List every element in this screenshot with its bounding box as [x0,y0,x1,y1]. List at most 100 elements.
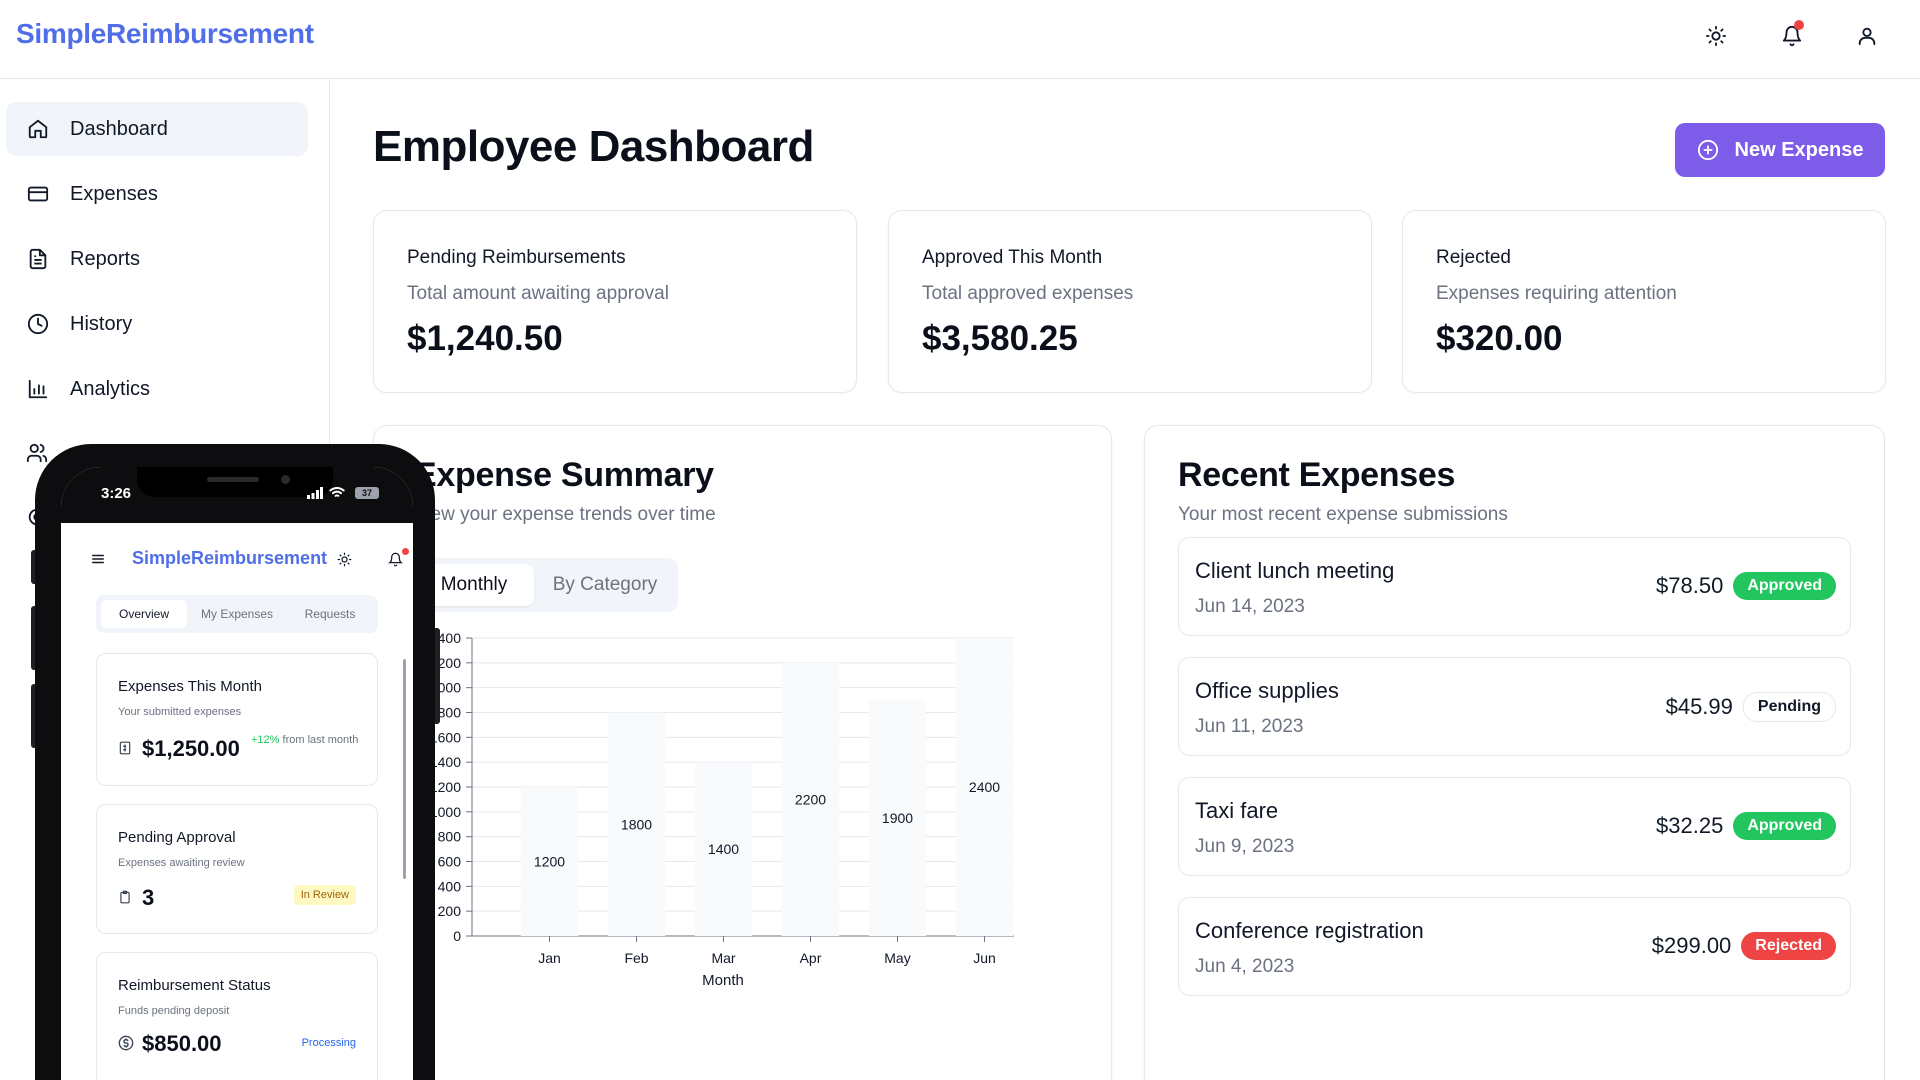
mobile-header: SimpleReimbursement [61,523,413,595]
sidebar-item-analytics[interactable]: Analytics [6,362,308,416]
expense-item[interactable]: Client lunch meeting Jun 14, 2023 $78.50… [1178,537,1851,636]
expense-date: Jun 11, 2023 [1195,716,1304,737]
expense-item[interactable]: Office supplies Jun 11, 2023 $45.99 Pend… [1178,657,1851,756]
stat-subtitle: Total amount awaiting approval [407,283,669,304]
clock-icon [26,312,50,336]
panel-subtitle: View your expense trends over time [414,504,716,525]
sidebar-item-label: Dashboard [70,117,168,140]
y-tick-label: 1400 [430,754,461,770]
chart-bar [694,762,753,936]
stat-subtitle: Total approved expenses [922,283,1134,304]
file-text-icon [26,247,50,271]
panel-title: Expense Summary [414,456,714,494]
x-axis-label: Month [702,972,744,989]
mobile-card-pending-approval: Pending Approval Expenses awaiting revie… [96,804,378,934]
mobile-card-reimbursement-status: Reimbursement Status Funds pending depos… [96,952,378,1080]
bell-icon[interactable] [1778,20,1806,50]
y-tick-label: 1200 [430,779,461,795]
receipt-icon [119,741,131,755]
stat-card-pending: Pending Reimbursements Total amount awai… [373,210,857,393]
data-label: 1800 [621,816,652,832]
expense-name: Client lunch meeting [1195,558,1395,583]
expense-name: Taxi fare [1195,798,1279,823]
expense-item[interactable]: Conference registration Jun 4, 2023 $299… [1178,897,1851,996]
summary-tabs: Monthly By Category [408,558,678,612]
wifi-icon [329,486,345,497]
notification-dot [402,548,409,555]
y-tick-label: 1600 [430,729,461,745]
status-badge: Approved [1733,572,1836,600]
expense-name: Office supplies [1195,678,1339,703]
x-tick-label: May [884,950,910,966]
mobile-scrollbar[interactable] [403,659,406,879]
status-badge: Pending [1742,692,1836,722]
expense-bar-chart: 0200400600800100012001400160018002000220… [430,630,1014,989]
phone-status-bar: 3:26 37 [61,467,413,523]
y-tick-label: 0 [453,928,461,944]
chart-bar [868,700,927,936]
status-badge: In Review [293,885,356,905]
tab-my-expenses[interactable]: My Expenses [200,607,274,621]
expense-name: Conference registration [1195,918,1424,943]
sidebar-item-reports[interactable]: Reports [6,232,308,286]
credit-card-icon [26,182,50,206]
notification-dot [1794,20,1804,30]
tab-overview[interactable]: Overview [101,600,187,628]
mobile-card-expenses-month: Expenses This Month Your submitted expen… [96,653,378,786]
status-time: 3:26 [101,485,132,502]
mobile-brand[interactable]: SimpleReimbursement [132,548,328,568]
users-icon[interactable] [26,442,48,469]
phone-screen: 3:26 37 SimpleReimbursement Overview My … [61,467,413,1080]
stat-card-rejected: Rejected Expenses requiring attention $3… [1402,210,1886,393]
menu-icon[interactable] [91,552,105,566]
card-subtitle: Funds pending deposit [118,1005,230,1017]
stat-value: $320.00 [1436,319,1563,358]
tab-requests[interactable]: Requests [304,607,356,621]
card-title: Pending Approval [118,829,236,846]
phone-side-button [432,628,440,724]
x-tick-label: Apr [800,950,822,966]
expense-amount: $32.25 [1656,813,1724,838]
sidebar-item-label: Analytics [70,377,151,400]
expense-item[interactable]: Taxi fare Jun 9, 2023 $32.25 Approved [1178,777,1851,876]
y-tick-label: 1000 [430,804,461,820]
user-icon[interactable] [1853,22,1881,50]
sun-icon[interactable] [337,552,352,567]
brand-logo[interactable]: SimpleReimbursement [16,18,314,49]
x-tick-label: Jan [538,950,561,966]
stat-title: Rejected [1436,247,1511,268]
battery-indicator: 37 [355,487,379,499]
stat-card-approved: Approved This Month Total approved expen… [888,210,1372,393]
stat-value: $3,580.25 [922,319,1078,358]
sidebar-item-history[interactable]: History [6,297,308,351]
sidebar-item-label: Reports [70,247,141,270]
stat-title: Approved This Month [922,247,1103,268]
sun-icon[interactable] [1702,22,1730,50]
bar-chart-icon [26,377,50,401]
mobile-tabs: Overview My Expenses Requests [96,595,378,633]
chart-bar [781,662,840,936]
tab-by-category[interactable]: By Category [552,574,658,595]
chart-bar [955,638,1014,936]
sidebar-item-label: History [70,312,133,335]
expense-summary-panel: Expense Summary View your expense trends… [373,425,1112,1080]
stat-subtitle: Expenses requiring attention [1436,283,1677,304]
new-expense-button[interactable]: New Expense [1675,123,1885,177]
card-value: 3 [142,885,155,910]
status-badge: Approved [1733,812,1836,840]
expense-amount: $78.50 [1656,573,1724,598]
clipboard-icon [120,890,130,904]
bell-icon[interactable] [388,552,403,567]
sidebar-item-expenses[interactable]: Expenses [6,167,308,221]
y-tick-label: 200 [438,903,462,919]
chart-bar [520,787,579,936]
change-percent: +12% [251,734,280,746]
new-expense-label: New Expense [1734,138,1864,161]
plus-circle-icon [1697,139,1718,161]
x-tick-label: Mar [711,950,735,966]
sidebar-item-label: Expenses [70,182,158,205]
sidebar-item-dashboard[interactable]: Dashboard [6,102,308,156]
card-subtitle: Expenses awaiting review [118,857,245,869]
chart-bar [607,712,666,936]
panel-title: Recent Expenses [1178,456,1456,494]
